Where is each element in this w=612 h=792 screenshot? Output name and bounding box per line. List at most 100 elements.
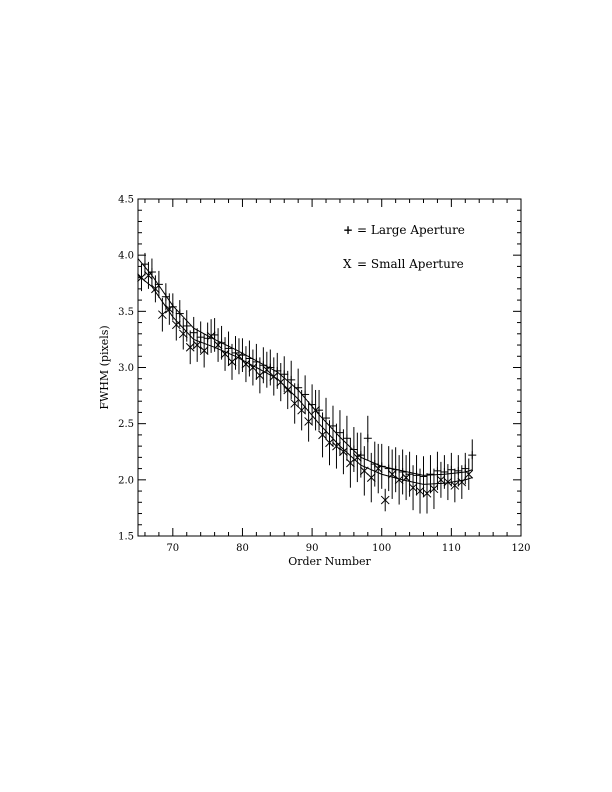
x-tick-label: 90 xyxy=(306,543,319,554)
x-marker-b xyxy=(248,363,258,372)
x-marker xyxy=(171,320,181,330)
x-marker xyxy=(394,475,404,485)
plus-marker xyxy=(419,472,428,481)
x-marker xyxy=(387,469,397,479)
x-marker-b xyxy=(408,483,418,493)
x-marker-b xyxy=(151,284,160,294)
x-marker-b xyxy=(283,385,293,395)
fit-curves xyxy=(137,258,473,485)
plus-marker xyxy=(203,334,212,343)
plus-marker xyxy=(322,414,331,423)
x-marker-b xyxy=(353,453,362,462)
x-marker xyxy=(457,477,467,487)
plus-marker xyxy=(468,451,477,460)
data-markers xyxy=(137,260,477,505)
y-tick-label: 2.5 xyxy=(118,419,134,430)
x-marker xyxy=(359,466,369,476)
plus-marker xyxy=(266,363,275,372)
plus-marker xyxy=(154,280,163,289)
x-marker-b xyxy=(158,310,167,320)
x-marker xyxy=(380,495,390,505)
x-marker-b xyxy=(276,377,286,387)
x-marker-b xyxy=(373,464,383,473)
plus-marker xyxy=(182,321,191,330)
plus-marker xyxy=(161,292,170,301)
plus-marker xyxy=(356,451,365,460)
plus-marker xyxy=(454,466,463,475)
x-marker xyxy=(422,488,432,498)
x-marker-b xyxy=(318,430,327,440)
plus-marker xyxy=(168,302,177,311)
plus-marker xyxy=(342,434,351,443)
legend-text-small: = Small Aperture xyxy=(357,257,464,271)
plus-marker xyxy=(328,421,337,430)
x-marker-b xyxy=(387,469,397,479)
x-marker xyxy=(311,405,320,415)
x-marker-b xyxy=(269,372,279,381)
x-marker xyxy=(304,417,313,426)
x-marker-b xyxy=(429,484,439,494)
x-marker xyxy=(164,304,174,314)
y-tick-label: 4.0 xyxy=(118,251,134,262)
x-marker-b xyxy=(192,340,202,350)
x-tick-label: 80 xyxy=(236,543,249,554)
x-marker-b xyxy=(234,351,244,361)
x-marker-b xyxy=(185,342,195,352)
x-marker xyxy=(248,363,258,372)
legend: + = Large Aperture X = Small Aperture xyxy=(343,223,465,271)
legend-symbol-small: X xyxy=(343,257,352,271)
x-marker xyxy=(401,473,411,482)
x-marker xyxy=(234,351,244,361)
x-marker-b xyxy=(297,405,306,415)
x-marker xyxy=(227,357,237,367)
x-marker-b xyxy=(366,473,376,482)
x-axis-label: Order Number xyxy=(288,555,371,568)
x-marker-b xyxy=(436,475,446,485)
x-marker xyxy=(429,484,439,494)
plus-marker xyxy=(196,333,205,342)
x-marker xyxy=(220,349,230,359)
x-marker-b xyxy=(380,495,390,505)
plus-marker xyxy=(175,309,184,318)
x-marker xyxy=(339,447,348,457)
x-marker xyxy=(262,365,272,375)
plus-marker xyxy=(433,466,442,475)
x-marker xyxy=(199,346,209,356)
x-marker-b xyxy=(164,304,174,314)
x-marker xyxy=(255,371,265,380)
x-marker xyxy=(297,405,306,415)
plus-marker xyxy=(315,406,324,415)
plus-marker xyxy=(335,428,344,437)
x-marker-b xyxy=(332,441,341,451)
plus-marker xyxy=(447,465,456,474)
x-marker xyxy=(415,486,425,496)
x-marker-b xyxy=(457,477,467,487)
x-marker-b xyxy=(339,447,348,457)
x-marker-b xyxy=(443,477,453,487)
plus-marker xyxy=(426,470,435,479)
x-marker-b xyxy=(213,340,223,350)
plot-frame xyxy=(137,198,522,537)
x-marker xyxy=(436,475,446,485)
x-marker xyxy=(206,331,216,341)
x-marker-b xyxy=(227,357,237,367)
x-marker xyxy=(144,271,153,280)
x-marker-b xyxy=(422,488,432,498)
x-marker xyxy=(185,342,195,352)
y-tick-label: 1.5 xyxy=(118,532,134,543)
x-marker-b xyxy=(304,417,313,426)
x-marker-b xyxy=(144,271,153,280)
plus-marker xyxy=(440,467,449,476)
x-marker xyxy=(408,483,418,493)
x-marker xyxy=(318,430,327,440)
plus-marker xyxy=(349,445,358,454)
x-marker-b xyxy=(401,473,411,482)
x-marker xyxy=(151,284,160,294)
fit-curve-0 xyxy=(137,258,473,476)
x-marker xyxy=(290,399,300,408)
plus-marker xyxy=(377,462,386,471)
x-marker-b xyxy=(450,481,460,490)
legend-text-large: = Large Aperture xyxy=(357,223,465,237)
plus-marker xyxy=(287,375,296,384)
